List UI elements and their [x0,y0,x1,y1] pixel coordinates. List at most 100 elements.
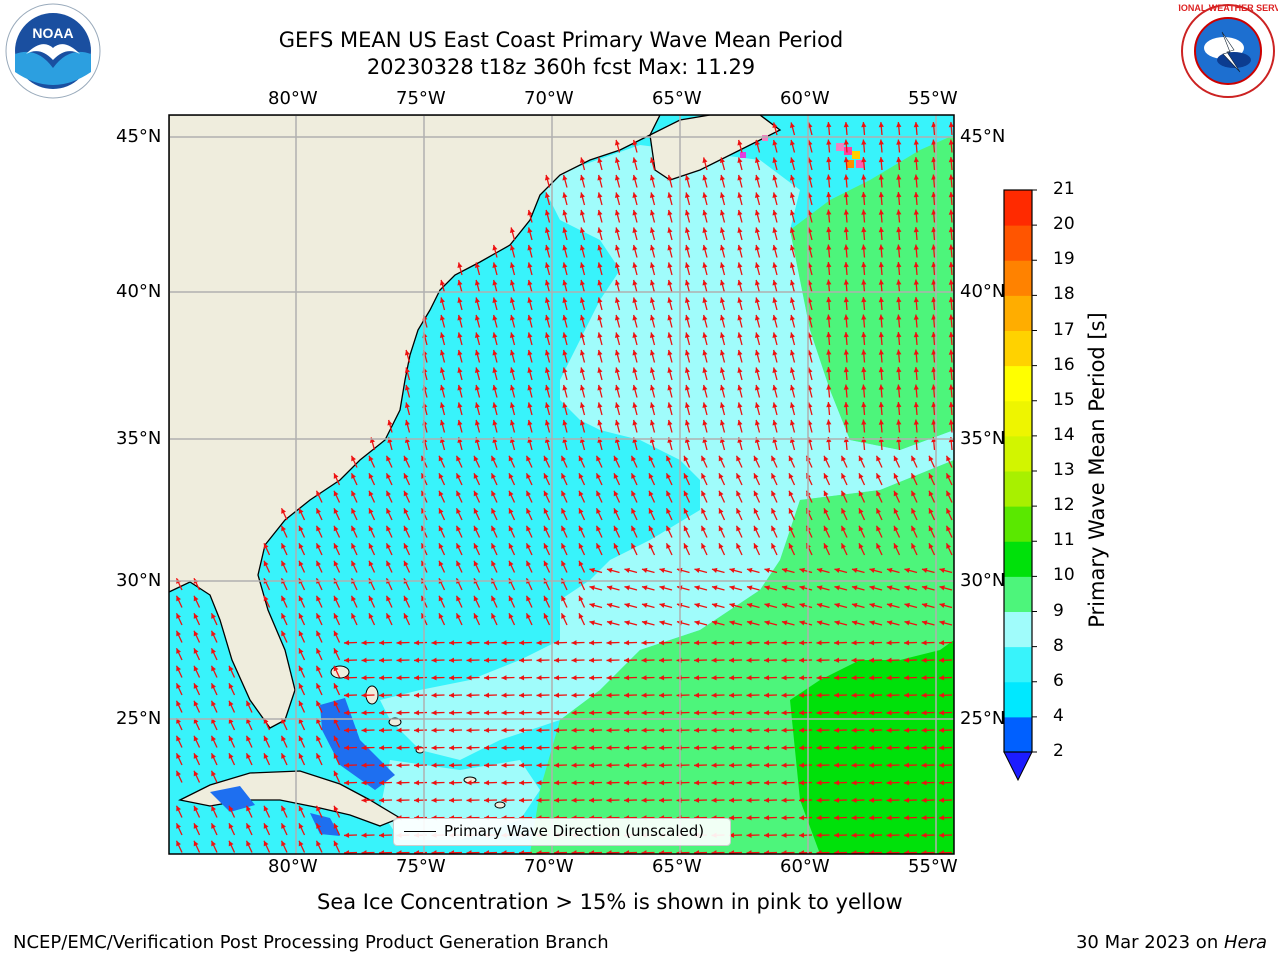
direction-arrow-head [928,490,934,497]
direction-arrow-head [263,560,269,567]
direction-arrow-head [843,332,849,338]
direction-arrow-head [361,850,367,854]
direction-arrow-head [667,384,673,391]
direction-arrow-head [263,735,269,742]
direction-arrow-head [799,567,805,573]
direction-arrow-head [431,797,437,803]
direction-arrow-head [456,490,461,497]
direction-arrow-head [851,815,857,821]
direction-arrow-head [772,297,778,303]
direction-arrow-head [931,279,937,285]
colorbar-tick-label: 6 [1053,670,1064,691]
direction-arrow-head [667,349,673,356]
colorbar-tick-label: 8 [1053,635,1064,656]
direction-arrow-head [641,745,647,751]
direction-arrow-head [834,567,840,573]
direction-arrow-head [386,473,391,479]
lat-label-left-25n: 25°N [116,708,162,729]
direction-arrow-head [508,490,514,497]
direction-arrow-head [491,560,496,567]
direction-arrow-head [228,840,234,847]
direction-arrow-head [579,157,585,163]
direction-arrow-head [816,657,822,663]
direction-arrow-head [536,657,542,663]
direction-arrow-head [816,762,822,768]
colorbar-tick-label: 9 [1053,600,1064,621]
direction-arrow-head [527,262,533,268]
direction-arrow-head [948,349,954,355]
direction-arrow-head [474,349,480,356]
direction-arrow-head [543,490,549,497]
direction-arrow-head [719,279,725,286]
direction-arrow-head [403,613,409,619]
direction-arrow-head [613,473,619,479]
direction-arrow-head [473,525,479,532]
direction-arrow-head [509,419,515,426]
direction-arrow-head [931,384,937,390]
direction-arrow-head [396,727,402,733]
direction-arrow-head [641,640,647,646]
map-legend: Primary Wave Direction (unscaled) [393,818,731,846]
direction-arrow-head [396,640,402,646]
direction-arrow-head [711,692,717,698]
direction-arrow-head [457,402,463,408]
direction-arrow-head [736,455,741,462]
direction-arrow-head [826,384,832,390]
direction-arrow-head [772,367,778,373]
land-us-east-coast [169,115,661,729]
direction-arrow-head [509,332,515,338]
direction-arrow-head [737,419,743,426]
direction-arrow-head [711,620,718,626]
colorbar-segment [1004,716,1032,753]
direction-arrow-head [439,314,445,321]
direction-arrow-head [597,367,603,373]
direction-arrow-head [298,823,304,829]
direction-arrow-head [913,349,919,355]
direction-arrow-head [316,753,321,759]
direction-arrow-head [694,727,700,733]
lon-label-top-55w: 55°W [908,88,958,109]
direction-arrow-head [896,349,902,355]
direction-arrow-head [246,753,251,759]
direction-arrow-head [799,832,805,838]
direction-arrow-head [414,710,420,716]
direction-arrow-head [754,157,760,163]
direction-arrow-head [379,640,385,646]
direction-arrow-head [659,675,665,681]
direction-arrow-head [613,508,619,514]
direction-arrow-head [536,850,542,854]
direction-arrow-head [666,490,671,497]
direction-arrow-head [772,174,778,181]
direction-arrow-head [851,762,857,768]
direction-arrow-head [589,675,595,681]
colorbar-tick-label: 12 [1053,495,1075,516]
chart-title-line2: 20230328 t18z 360h fcst Max: 11.29 [366,55,756,79]
direction-arrow-head [946,543,951,549]
direction-arrow-head [449,745,455,751]
direction-arrow-head [684,332,690,338]
direction-arrow-head [736,543,741,549]
direction-arrow-head [544,314,550,321]
direction-arrow-head [861,262,867,268]
direction-arrow-head [624,727,630,733]
direction-arrow-head [351,543,356,549]
direction-arrow-head [878,209,884,215]
direction-arrow-head [878,367,884,373]
direction-arrow-head [361,762,367,768]
direction-arrow-head [368,543,374,549]
direction-arrow-head [878,192,884,198]
direction-arrow-head [789,227,795,233]
direction-arrow-head [823,543,829,549]
direction-arrow-head [893,508,899,514]
direction-arrow-head [843,402,849,408]
direction-arrow-head [281,560,286,567]
direction-arrow-head [764,710,770,716]
direction-arrow-head [176,823,181,829]
direction-arrow-head [649,262,655,268]
direction-arrow-head [694,675,700,681]
noaa-logo: NOAA [5,3,101,99]
direction-arrow-head [729,602,735,608]
direction-arrow-head [851,657,857,663]
direction-arrow-head [702,332,708,338]
direction-arrow-head [396,657,402,663]
